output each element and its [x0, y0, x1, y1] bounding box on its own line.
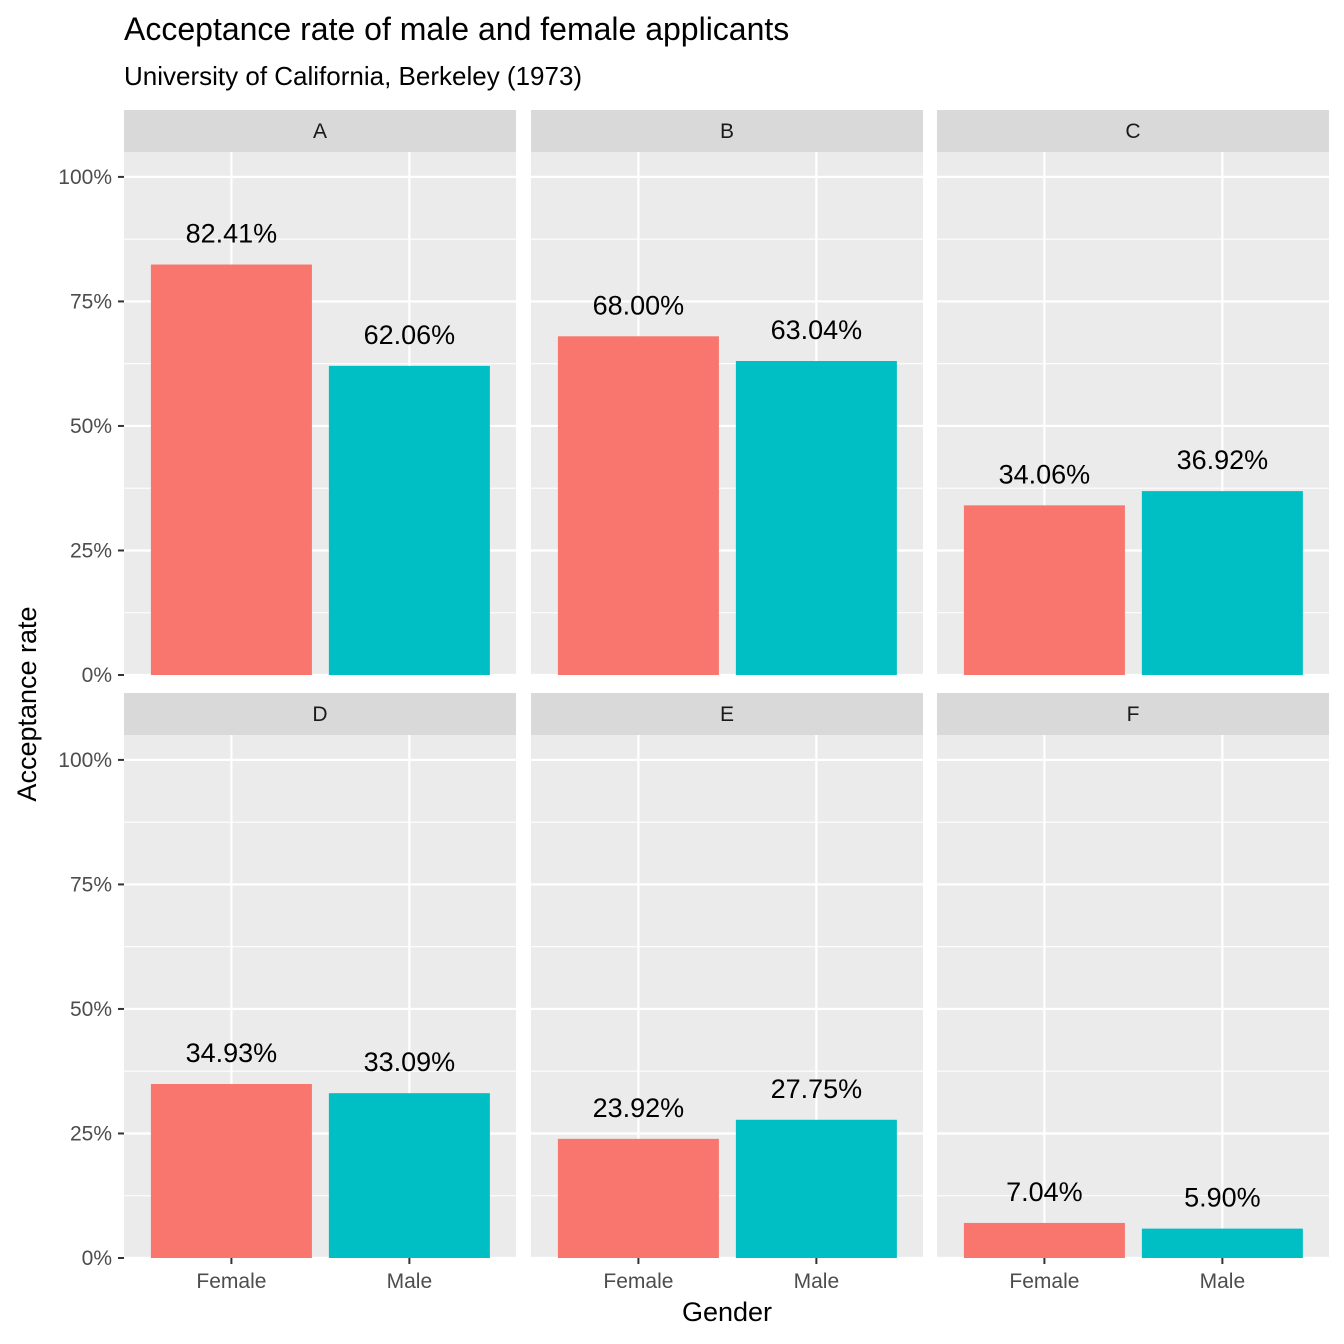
x-tick-label: Female: [1009, 1270, 1079, 1293]
bar-value-label: 62.06%: [364, 320, 456, 350]
y-tick-label: 50%: [70, 415, 112, 438]
facet-strip: [124, 693, 516, 735]
facet-strip: [124, 110, 516, 152]
x-tick-label: Male: [1200, 1270, 1246, 1293]
y-axis-title: Acceptance rate: [12, 606, 42, 801]
facet-strip-label: F: [1127, 703, 1140, 726]
bar-female: [963, 505, 1125, 675]
bar-value-label: 34.06%: [999, 459, 1091, 489]
y-tick-label: 75%: [70, 290, 112, 313]
bar-male: [328, 1093, 490, 1258]
bar-female: [150, 1084, 312, 1258]
facet-strip: [937, 693, 1329, 735]
bar-value-label: 33.09%: [364, 1047, 456, 1077]
y-tick-label: 100%: [58, 749, 112, 772]
bar-value-label: 23.92%: [593, 1093, 685, 1123]
facet-strip: [531, 110, 923, 152]
bar-female: [150, 264, 312, 675]
bar-value-label: 34.93%: [186, 1038, 278, 1068]
bar-female: [963, 1222, 1125, 1258]
x-axis-title: Gender: [682, 1297, 772, 1327]
facet-strip: [531, 693, 923, 735]
facet-panel-c: C 34.06% 36.92%: [937, 110, 1329, 677]
y-tick-label: 0%: [82, 664, 112, 687]
bar-value-label: 27.75%: [771, 1074, 863, 1104]
bar-male: [735, 1119, 897, 1258]
x-tick-label: Female: [603, 1270, 673, 1293]
bar-female: [557, 336, 719, 675]
bar-male: [735, 361, 897, 675]
facet-strip-label: C: [1125, 120, 1140, 143]
facet-panel-b: B 68.00% 63.04%: [531, 110, 923, 677]
facet-panels: A 82.41% 62.06% 0% 25% 50% 75% 100% B 68.00% 63.04…: [58, 110, 1329, 1293]
bar-value-label: 7.04%: [1006, 1177, 1083, 1207]
y-tick-label: 75%: [70, 873, 112, 896]
bar-value-label: 5.90%: [1184, 1183, 1261, 1213]
bar-male: [1141, 1228, 1303, 1258]
bar-male: [328, 365, 490, 675]
bar-value-label: 36.92%: [1177, 445, 1269, 475]
y-tick-label: 50%: [70, 998, 112, 1021]
y-tick-label: 100%: [58, 166, 112, 189]
facet-strip-label: D: [312, 703, 327, 726]
bar-female: [557, 1138, 719, 1258]
panel-background: [937, 735, 1329, 1258]
chart-title: Acceptance rate of male and female appli…: [124, 11, 789, 47]
facet-strip: [937, 110, 1329, 152]
facet-strip-label: B: [720, 120, 734, 143]
chart-subtitle: University of California, Berkeley (1973…: [124, 61, 582, 91]
facet-panel-a: A 82.41% 62.06% 0% 25% 50% 75% 100%: [58, 110, 516, 687]
bar-value-label: 63.04%: [771, 315, 863, 345]
facet-panel-d: D 34.93% 33.09% 0% 25% 50% 75% 100% Female Male: [58, 693, 516, 1293]
x-tick-label: Male: [387, 1270, 433, 1293]
y-tick-label: 25%: [70, 1122, 112, 1145]
bar-value-label: 82.41%: [186, 219, 278, 249]
x-tick-label: Female: [196, 1270, 266, 1293]
facet-strip-label: A: [313, 120, 327, 143]
bar-male: [1141, 491, 1303, 675]
bar-value-label: 68.00%: [593, 290, 685, 320]
facet-strip-label: E: [720, 703, 734, 726]
y-tick-label: 25%: [70, 539, 112, 562]
x-tick-label: Male: [794, 1270, 840, 1293]
y-tick-label: 0%: [82, 1247, 112, 1270]
facet-panel-e: E 23.92% 27.75% Female Male: [531, 693, 923, 1293]
facet-panel-f: F 7.04% 5.90% Female Male: [937, 693, 1329, 1293]
